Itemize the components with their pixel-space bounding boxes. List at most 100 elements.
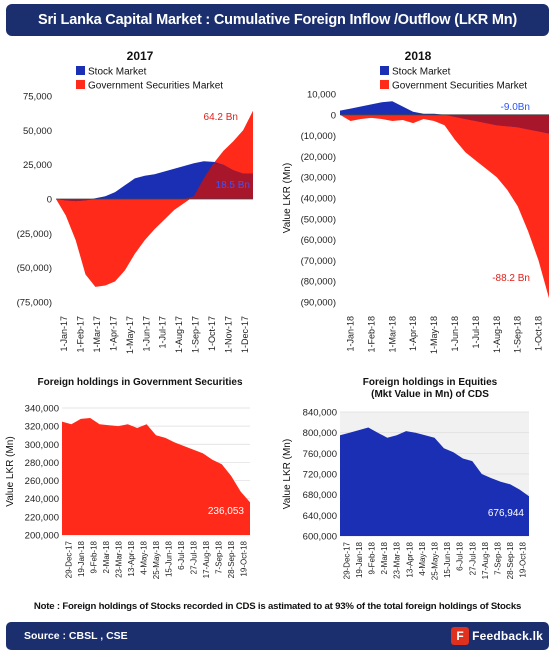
logo-text: Feedback.lk <box>472 629 543 643</box>
y-tick-label: 800,000 <box>303 428 337 439</box>
x-tick-label: 1-Jul-17 <box>158 316 168 349</box>
x-tick-label: 19-Jan-18 <box>355 541 364 578</box>
x-tick-label: 7-Sep-18 <box>494 541 503 574</box>
x-tick-label: 1-Dec-17 <box>240 316 250 353</box>
legend-label-stock: Stock Market <box>88 67 147 78</box>
y-tick-label: 760,000 <box>303 449 337 460</box>
data-label: 676,944 <box>488 508 525 519</box>
legend-swatch-stock <box>76 66 85 75</box>
chart-2018: 2018 Stock Market Government Securities Ma… <box>282 49 549 354</box>
y-tick-label: 0 <box>331 110 336 121</box>
y-tick-label: 320,000 <box>25 422 59 433</box>
x-tick-label: 2-Mar-18 <box>102 540 111 573</box>
data-label: 18.5 Bn <box>216 180 250 191</box>
legend-label-govsec: Government Securities Market <box>392 81 527 92</box>
y-axis-label: Value LKR (Mn) <box>282 163 293 233</box>
series-area-overlap <box>340 114 549 134</box>
legend-label-govsec: Government Securities Market <box>88 81 223 92</box>
x-tick-label: 7-Sep-18 <box>215 540 224 573</box>
y-tick-label: (50,000) <box>17 263 52 274</box>
x-tick-label: 1-Nov-17 <box>223 316 233 353</box>
y-tick-label: 25,000 <box>23 160 52 171</box>
x-tick-label: 1-Jul-18 <box>471 316 481 349</box>
x-tick-label: 25-May-18 <box>431 541 440 580</box>
x-tick-label: 17-Aug-18 <box>481 541 490 579</box>
x-tick-label: 1-May-17 <box>125 316 135 354</box>
y-axis-label: Value LKR (Mn) <box>282 439 293 509</box>
x-tick-label: 29-Dec-17 <box>64 540 73 578</box>
series-area-govsec <box>340 114 549 299</box>
data-label: -88.2 Bn <box>492 273 530 284</box>
chart-title: (Mkt Value in Mn) of CDS <box>371 389 489 400</box>
y-tick-label: (60,000) <box>301 235 336 246</box>
x-tick-label: 1-Apr-17 <box>109 316 119 351</box>
y-tick-label: 260,000 <box>25 476 59 487</box>
footer-bar: Source : CBSL , CSE F Feedback.lk <box>6 622 549 650</box>
legend-swatch-govsec <box>380 80 389 89</box>
chart-equities-holdings: Foreign holdings in Equities(Mkt Value i… <box>282 377 529 580</box>
title-banner: Sri Lanka Capital Market : Cumulative Fo… <box>6 4 549 36</box>
x-tick-label: 1-Jan-18 <box>346 316 356 352</box>
series-area-stock <box>340 101 549 134</box>
y-tick-label: 300,000 <box>25 440 59 451</box>
y-tick-label: 640,000 <box>303 511 337 522</box>
x-tick-label: 1-Sep-18 <box>513 316 523 353</box>
y-tick-label: (10,000) <box>301 131 336 142</box>
y-tick-label: 220,000 <box>25 512 59 523</box>
x-tick-label: 1-Jun-17 <box>141 316 151 352</box>
x-tick-label: 1-Apr-18 <box>408 316 418 351</box>
y-tick-label: 10,000 <box>307 90 336 101</box>
series-area-govsec <box>56 110 253 287</box>
series-area <box>340 427 529 536</box>
feedback-f-icon: F <box>451 627 470 645</box>
x-tick-label: 1-Sep-17 <box>191 316 201 353</box>
y-tick-label: (80,000) <box>301 277 336 288</box>
x-tick-label: 1-Jun-18 <box>450 316 460 352</box>
x-tick-label: 1-Mar-18 <box>387 316 397 353</box>
y-tick-label: 340,000 <box>25 404 59 415</box>
x-tick-label: 1-Oct-18 <box>534 316 544 351</box>
chart-gov-securities-holdings: Foreign holdings in Government Securitie… <box>5 377 250 579</box>
x-tick-label: 1-Jan-17 <box>59 316 69 352</box>
x-tick-label: 15-Jun-18 <box>165 540 174 577</box>
x-tick-label: 6-Jul-18 <box>177 540 186 569</box>
x-tick-label: 1-Aug-18 <box>492 316 502 353</box>
x-tick-label: 28-Sep-18 <box>506 541 515 579</box>
legend-swatch-stock <box>380 66 389 75</box>
x-tick-label: 28-Sep-18 <box>227 540 236 578</box>
y-tick-label: (30,000) <box>301 173 336 184</box>
x-tick-label: 1-Feb-18 <box>366 316 376 353</box>
x-tick-label: 1-Mar-17 <box>92 316 102 353</box>
x-tick-label: 19-Jan-18 <box>77 540 86 577</box>
chart-2017: 2017 Stock Market Government Securities Ma… <box>17 49 253 354</box>
x-tick-label: 1-Feb-17 <box>76 316 86 353</box>
x-tick-label: 17-Aug-18 <box>202 540 211 578</box>
data-label: -9.0Bn <box>501 102 530 113</box>
y-tick-label: 200,000 <box>25 531 59 542</box>
chart-title: Foreign holdings in Equities <box>363 377 498 388</box>
legend-swatch-govsec <box>76 80 85 89</box>
source-text: Source : CBSL , CSE <box>24 630 128 642</box>
chart-title: 2017 <box>127 49 154 63</box>
y-tick-label: (70,000) <box>301 256 336 267</box>
x-tick-label: 23-Mar-18 <box>393 541 402 578</box>
x-tick-label: 1-Aug-17 <box>174 316 184 353</box>
x-tick-label: 27-Jul-18 <box>468 541 477 575</box>
y-tick-label: 0 <box>47 195 52 206</box>
y-tick-label: (50,000) <box>301 214 336 225</box>
x-tick-label: 4-May-18 <box>418 541 427 575</box>
x-tick-label: 23-Mar-18 <box>114 540 123 577</box>
x-tick-label: 25-May-18 <box>152 540 161 579</box>
y-tick-label: 240,000 <box>25 494 59 505</box>
x-tick-label: 29-Dec-17 <box>342 541 351 579</box>
x-tick-label: 4-May-18 <box>140 540 149 574</box>
data-label: 64.2 Bn <box>204 112 238 123</box>
feedback-logo: F Feedback.lk <box>451 626 543 646</box>
y-tick-label: (25,000) <box>17 229 52 240</box>
footnote: Note : Foreign holdings of Stocks record… <box>33 601 522 612</box>
series-area-overlap <box>56 163 253 202</box>
y-tick-label: (90,000) <box>301 298 336 309</box>
data-label: 236,053 <box>208 506 245 517</box>
x-tick-label: 9-Feb-18 <box>368 541 377 574</box>
y-tick-label: 840,000 <box>303 408 337 419</box>
